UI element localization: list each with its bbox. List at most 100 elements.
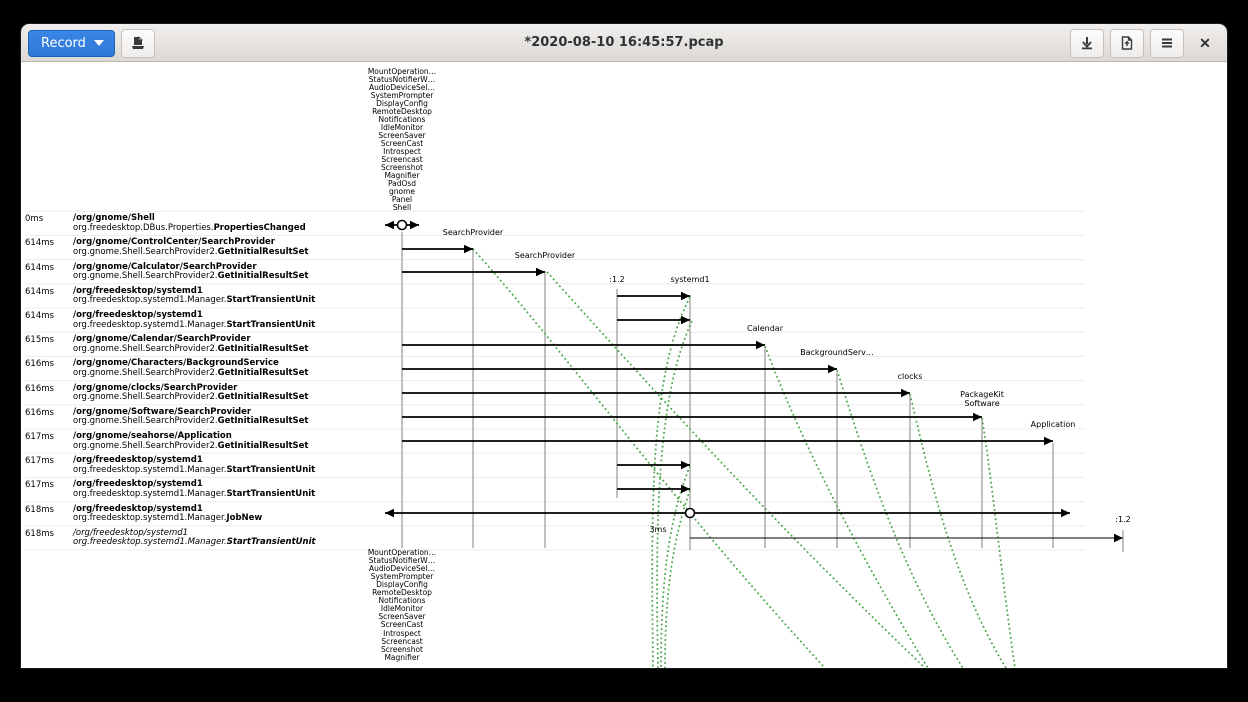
column-label: BackgroundServ…	[800, 348, 874, 357]
service-name-label: Introspect	[383, 147, 421, 156]
message-member: org.freedesktop.systemd1.Manager.StartTr…	[73, 295, 316, 306]
message-row[interactable]: /org/gnome/Characters/BackgroundService o…	[73, 359, 309, 378]
reply-curve	[656, 320, 693, 668]
service-name-label: Magnifier	[384, 652, 420, 662]
column-label: SearchProvider	[514, 251, 576, 260]
service-name-label: AudioDeviceSel…	[369, 82, 435, 92]
message-row[interactable]: /org/freedesktop/systemd1 org.freedesktop…	[73, 456, 315, 475]
message-path: /org/freedesktop/systemd1	[73, 285, 203, 296]
message-member: org.gnome.Shell.SearchProvider2.GetIniti…	[73, 343, 309, 354]
message-member: org.gnome.Shell.SearchProvider2.GetIniti…	[73, 246, 309, 257]
service-name-label: IdleMonitor	[380, 604, 424, 614]
service-name-label: Screencast	[381, 636, 423, 646]
message-row[interactable]: /org/freedesktop/systemd1 org.freedesktop…	[73, 310, 315, 330]
message-member: org.gnome.Shell.SearchProvider2.GetIniti…	[73, 440, 309, 451]
message-timestamp: 615ms	[25, 335, 54, 346]
save-as-button[interactable]	[1110, 28, 1144, 58]
arrowhead	[1061, 508, 1070, 518]
service-name-label: Screenshot	[381, 163, 423, 173]
message-timestamp: 618ms	[25, 528, 54, 539]
service-name-label: MountOperation…	[367, 548, 437, 557]
diagram-canvas[interactable]: MountOperation… StatusNotifierW… AudioDevi…	[21, 62, 1227, 668]
chevron-down-icon	[93, 40, 104, 46]
arrowhead	[1044, 436, 1053, 446]
record-button-label: Record	[41, 35, 86, 51]
save-button[interactable]	[1070, 28, 1104, 58]
service-name-label: Panel	[391, 195, 413, 205]
message-row[interactable]: /org/gnome/Shell org.freedesktop.DBus.Pro…	[73, 214, 306, 233]
arrowhead	[1114, 533, 1123, 543]
arrowhead	[410, 220, 419, 230]
close-icon: ✕	[1199, 34, 1211, 51]
message-timestamp: 614ms	[25, 311, 54, 321]
service-name-label: SystemPrompter	[370, 90, 434, 100]
message-row[interactable]: /org/gnome/Calculator/SearchProvider org.…	[73, 262, 309, 282]
message-timestamp: 617ms	[25, 456, 54, 467]
message-row[interactable]: /org/freedesktop/systemd1 org.freedesktop…	[73, 528, 316, 548]
service-name-label: AudioDeviceSel…	[369, 564, 435, 574]
service-name-label: Magnifier	[384, 171, 420, 181]
service-name-label: SystemPrompter	[370, 572, 434, 582]
message-row[interactable]: /org/gnome/Calendar/SearchProvider org.gn…	[73, 335, 309, 354]
message-member: org.freedesktop.systemd1.Manager.StartTr…	[73, 537, 316, 548]
column-label: :1.2	[609, 275, 625, 284]
service-name-label: Screencast	[381, 155, 423, 165]
message-row[interactable]: /org/freedesktop/systemd1 org.freedesktop…	[73, 285, 316, 306]
message-member: org.freedesktop.systemd1.Manager.JobNew	[73, 513, 263, 524]
message-member: org.gnome.Shell.SearchProvider2.GetIniti…	[73, 367, 309, 378]
message-member: org.freedesktop.systemd1.Manager.StartTr…	[73, 464, 316, 475]
window-title: *2020-08-10 16:45:57.pcap	[524, 35, 724, 50]
service-name-label: Notifications	[378, 114, 426, 124]
column-label: 3ms	[649, 525, 667, 534]
message-row[interactable]: /org/freedesktop/systemd1 org.freedesktop…	[73, 503, 263, 524]
open-file-button[interactable]	[120, 28, 155, 58]
message-path: /org/freedesktop/systemd1	[73, 503, 203, 514]
message-timestamp: 614ms	[25, 286, 54, 297]
message-row[interactable]: /org/gnome/clocks/SearchProvider org.gnom…	[73, 383, 309, 403]
reply-curve	[664, 489, 691, 668]
message-timestamp: 616ms	[25, 383, 54, 394]
message-timestamp: 616ms	[25, 407, 54, 418]
message-path: /org/gnome/ControlCenter/SearchProvider	[73, 237, 276, 248]
message-path: /org/gnome/seahorse/Application	[73, 431, 232, 441]
reply-curve	[764, 345, 929, 668]
reply-curve	[660, 465, 691, 668]
service-name-label: ScreenCast	[380, 138, 424, 148]
save-as-icon	[1121, 36, 1133, 50]
message-row[interactable]: /org/gnome/seahorse/Application org.gnome…	[73, 431, 309, 451]
arrowhead	[681, 460, 690, 470]
service-name-label: StatusNotifierW…	[368, 74, 436, 84]
signal-emission-dot	[684, 507, 696, 519]
message-member: org.freedesktop.DBus.Properties.Properti…	[73, 222, 306, 233]
message-row[interactable]: /org/freedesktop/systemd1 org.freedesktop…	[73, 480, 315, 499]
column-label: Application	[1030, 420, 1076, 429]
arrowhead	[828, 364, 837, 374]
close-button[interactable]: ✕	[1190, 29, 1220, 58]
menu-button[interactable]	[1150, 28, 1184, 58]
message-row[interactable]: /org/gnome/ControlCenter/SearchProvider o…	[73, 238, 309, 257]
header-left-controls: Record	[28, 24, 155, 62]
message-row[interactable]: /org/gnome/Software/SearchProvider org.gn…	[73, 406, 309, 427]
download-icon	[1082, 37, 1092, 50]
message-timestamp: 0ms	[25, 214, 44, 225]
service-name-label: PadOsd	[387, 179, 417, 189]
arrowhead	[901, 388, 910, 398]
service-name-label: DisplayConfig	[376, 98, 428, 108]
service-name-label: RemoteDesktop	[372, 588, 432, 598]
service-name-label: ScreenSaver	[378, 612, 426, 622]
service-name-label: StatusNotifierW…	[368, 556, 436, 566]
service-name-label: Notifications	[378, 596, 426, 606]
service-name-label: ScreenSaver	[378, 130, 426, 140]
arrowhead	[973, 412, 982, 422]
message-member: org.freedesktop.systemd1.Manager.StartTr…	[73, 488, 316, 499]
record-button[interactable]: Record	[28, 29, 115, 57]
reply-curve	[651, 296, 691, 668]
column-label: systemd1	[670, 275, 710, 284]
signal-emission-dot	[396, 219, 408, 231]
message-timestamp: 614ms	[25, 262, 54, 273]
message-path: /org/freedesktop/systemd1	[73, 310, 203, 320]
header-right-controls: ✕	[1070, 24, 1220, 62]
message-path: /org/gnome/Software/SearchProvider	[73, 406, 252, 417]
message-member: org.gnome.Shell.SearchProvider2.GetIniti…	[73, 416, 309, 427]
